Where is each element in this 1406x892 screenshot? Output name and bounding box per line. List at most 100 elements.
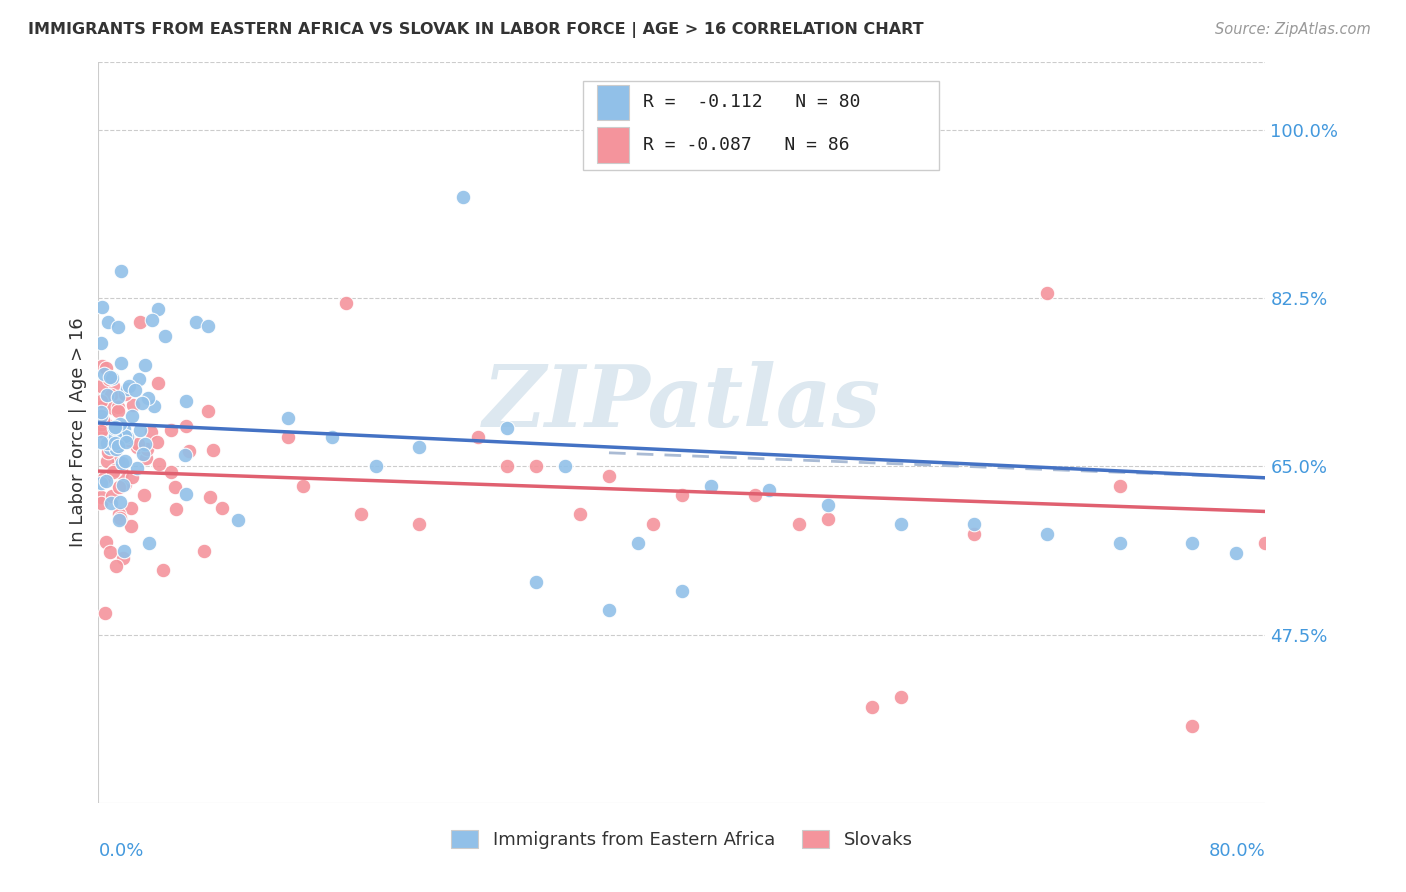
Point [201,443,224,458]
Point [104,442,127,456]
Point [98,441,121,455]
Point [291,478,314,492]
Text: 0.0%: 0.0% [98,842,143,860]
Point [1108,536,1130,550]
Point [408,516,430,531]
Point [120,518,142,533]
Point [1108,478,1130,492]
Point [568,508,591,522]
Point [94,417,117,432]
Point [104,436,127,450]
Point [101,401,124,416]
Point [90,425,112,439]
Point [197,404,219,418]
Point [100,388,122,402]
Point [118,434,141,448]
Point [1035,526,1057,541]
Point [110,495,132,509]
Point [524,574,547,589]
Point [98,370,121,384]
Point [90,400,112,414]
Point [114,435,136,450]
Point [114,429,136,443]
Point [1035,286,1057,301]
Point [91,301,114,315]
Point [111,456,134,470]
Point [117,430,139,444]
Point [134,437,156,451]
Point [211,501,233,516]
Point [108,508,131,522]
Point [121,470,143,484]
Point [408,440,430,454]
Point [124,384,146,398]
Point [744,488,766,502]
Text: 80.0%: 80.0% [1209,842,1265,860]
Point [96,436,118,450]
Point [114,387,136,401]
Point [159,465,181,479]
Point [134,358,156,372]
Point [134,488,156,502]
Point [90,335,112,350]
Point [598,469,620,483]
Point [110,264,132,278]
Point [97,315,120,329]
Point [112,544,135,558]
Point [101,465,124,479]
Point [127,437,149,451]
Point [1181,536,1204,550]
Point [193,544,215,558]
Point [184,315,207,329]
Point [112,478,135,492]
Point [110,356,132,370]
Point [127,461,149,475]
Point [90,378,112,392]
Point [118,379,141,393]
Text: ZIPatlas: ZIPatlas [482,361,882,445]
Point [139,425,162,439]
Point [107,320,129,334]
Point [817,512,839,526]
Point [101,489,124,503]
Point [467,430,489,444]
Point [671,584,693,599]
Point [90,417,112,432]
Point [700,478,723,492]
Point [132,447,155,461]
Point [148,376,170,390]
Point [174,486,197,500]
Point [787,516,810,531]
Point [671,488,693,502]
FancyBboxPatch shape [596,128,630,162]
Point [94,361,117,376]
Point [98,545,121,559]
Point [94,474,117,488]
Point [153,328,176,343]
Point [165,479,187,493]
Point [962,516,984,531]
Point [121,409,143,423]
Point [277,430,299,444]
Point [128,423,150,437]
Point [138,535,160,549]
Point [860,699,883,714]
Point [127,440,149,454]
Point [104,463,127,477]
Point [120,501,142,516]
Point [641,516,664,531]
Point [321,430,343,444]
Point [496,459,519,474]
Point [136,442,159,457]
Point [131,396,153,410]
Point [107,400,129,414]
Point [758,483,780,498]
Point [90,496,112,510]
Point [111,466,134,480]
Point [226,512,249,526]
Point [524,459,547,474]
Point [108,425,131,439]
Point [110,417,132,431]
Point [165,502,187,516]
Point [146,435,169,450]
